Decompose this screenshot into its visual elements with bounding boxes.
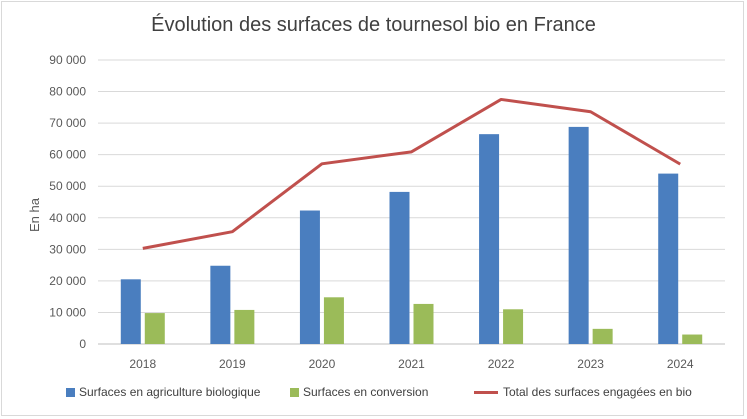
legend-item-agriculture-bio: Surfaces en agriculture biologique <box>66 385 260 399</box>
bar-agriculture-bio <box>658 173 679 344</box>
y-tick-label: 0 <box>79 337 86 351</box>
y-tick-label: 10 000 <box>49 305 86 319</box>
legend-swatch-blue <box>66 387 75 397</box>
bar-conversion <box>503 309 524 344</box>
bar-agriculture-bio <box>120 279 141 344</box>
bar-agriculture-bio <box>389 191 410 344</box>
x-tick-label: 2020 <box>309 357 336 371</box>
bar-agriculture-bio <box>210 265 231 344</box>
x-tick-label: 2023 <box>577 357 604 371</box>
legend-swatch-green <box>290 387 299 397</box>
y-axis-label: En ha <box>27 197 42 232</box>
x-tick-label: 2024 <box>667 357 694 371</box>
legend-item-conversion: Surfaces en conversion <box>290 385 428 399</box>
y-tick-label: 30 000 <box>49 242 86 256</box>
x-tick-label: 2018 <box>129 357 156 371</box>
x-tick-label: 2022 <box>488 357 515 371</box>
chart-title: Évolution des surfaces de tournesol bio … <box>151 14 596 36</box>
bar-conversion <box>682 334 703 344</box>
y-tick-label: 40 000 <box>49 211 86 225</box>
y-tick-label: 20 000 <box>49 274 86 288</box>
legend: Surfaces en agriculture biologique Surfa… <box>0 385 747 405</box>
y-tick-label: 70 000 <box>49 116 86 130</box>
bar-conversion <box>144 313 165 344</box>
bar-conversion <box>592 328 613 344</box>
y-tick-label: 50 000 <box>49 179 86 193</box>
legend-label: Surfaces en conversion <box>303 385 429 399</box>
bar-agriculture-bio <box>479 134 500 344</box>
series-line-total <box>142 97 681 250</box>
y-tick-label: 80 000 <box>49 85 86 99</box>
legend-item-total: Total des surfaces engagées en bio <box>474 385 692 399</box>
legend-line-red <box>474 390 498 394</box>
bar-agriculture-bio <box>299 210 320 344</box>
x-tick-label: 2021 <box>398 357 425 371</box>
legend-label: Surfaces en agriculture biologique <box>79 385 261 399</box>
y-tick-label: 60 000 <box>49 148 86 162</box>
y-tick-label: 90 000 <box>49 53 86 67</box>
bar-conversion <box>413 303 434 344</box>
bar-conversion <box>234 309 255 344</box>
legend-label: Total des surfaces engagées en bio <box>503 385 692 399</box>
x-tick-label: 2019 <box>219 357 246 371</box>
bar-conversion <box>323 297 344 344</box>
bar-agriculture-bio <box>568 126 589 344</box>
